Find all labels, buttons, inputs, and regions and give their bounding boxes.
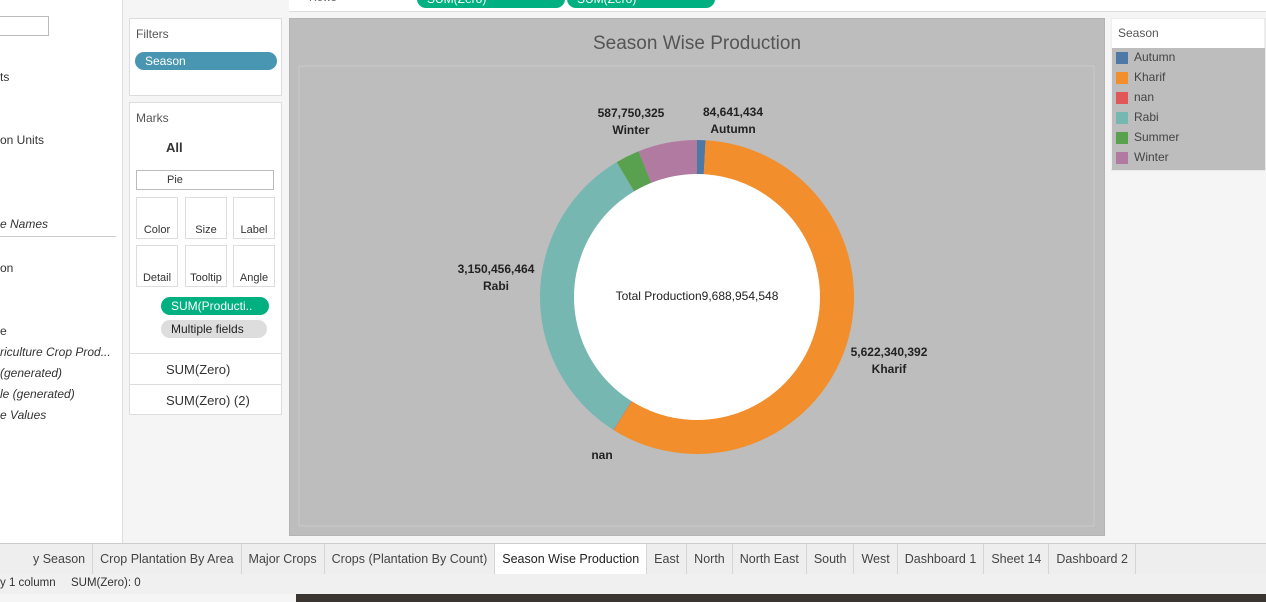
sheet-tab[interactable]: West [854,544,898,575]
legend-swatch [1116,112,1128,124]
field[interactable]: le (generated) [0,387,75,401]
search-box[interactable] [0,16,49,36]
value-label: 84,641,434 [703,105,763,119]
button-label: Angle [239,272,269,284]
legend-swatch [1116,52,1128,64]
button-label: Label [240,224,268,236]
value-label: 3,150,456,464 [458,262,535,276]
sheet-tab[interactable]: Sheet 14 [984,544,1050,575]
marks-all[interactable]: All [166,140,183,155]
sheet-tab[interactable]: South [807,544,855,575]
mark-button[interactable]: Size [185,197,227,239]
sheet-tab[interactable]: Crop Plantation By Area [93,544,242,575]
row-pill[interactable]: SUM(Zero) [567,0,715,8]
data-pane: ts on Units e Names on e riculture Crop … [0,0,123,543]
mark-button[interactable]: Tooltip [185,245,227,287]
mark-button[interactable]: Angle [233,245,275,287]
rows-shelf: Rows SUM(Zero) SUM(Zero) [289,0,1266,12]
field[interactable]: (generated) [0,366,63,380]
field-pill[interactable]: SUM(Producti.. [161,297,269,315]
category-label: Autumn [710,122,755,136]
field-pill[interactable]: Multiple fields [161,320,267,338]
legend: Season Autumn Kharif nan Rabi Summer Winter [1111,18,1266,171]
sheet-tab[interactable]: Season Wise Production [495,544,648,575]
mark-button[interactable]: Color [136,197,178,239]
mark-type[interactable]: Pie [136,170,274,190]
button-label: Size [195,224,217,236]
status-bar: y 1 column SUM(Zero): 0 [0,574,1266,594]
category-label: nan [591,448,612,462]
button-label: Color [143,224,171,236]
sheet-tab[interactable]: Dashboard 2 [1049,544,1136,575]
legend-title: Season [1118,26,1159,40]
sheet-tab[interactable]: East [647,544,688,575]
category-label: Winter [612,123,650,137]
taskbar [296,594,1266,602]
sheet-tab[interactable]: Crops (Plantation By Count) [325,544,496,575]
field[interactable]: e Names [0,217,49,231]
field[interactable]: on Units [0,133,45,147]
value-label: 5,622,340,392 [851,345,928,359]
legend-label: Summer [1134,130,1179,144]
filters-title: Filters [136,27,169,41]
button-label: Detail [142,272,172,284]
sheet-tab[interactable]: y Season [26,544,94,575]
sheet-tab[interactable]: Major Crops [242,544,325,575]
status-text: SUM(Zero): 0 [71,577,141,589]
tab-spacer [0,544,26,575]
filter-pill[interactable]: Season [135,52,277,70]
legend-label: Kharif [1134,70,1166,84]
category-label: Rabi [483,279,509,293]
field[interactable]: e Values [0,408,47,422]
marks-title: Marks [136,111,169,125]
center-label: Total Production9,688,954,548 [616,289,779,303]
legend-label: nan [1134,90,1154,104]
mark-button[interactable]: Label [233,197,275,239]
sheet-tab[interactable]: North [687,544,733,575]
button-label: Tooltip [190,272,222,284]
legend-swatch [1116,152,1128,164]
mark-button[interactable]: Detail [136,245,178,287]
sheet-tab[interactable]: Dashboard 1 [898,544,985,575]
field[interactable]: ts [0,70,10,84]
legend-body [1112,48,1265,170]
status-text: y 1 column [0,577,56,589]
chart-title: Season Wise Production [593,33,801,54]
sheet-tabs: y Season Crop Plantation By Area Major Cro… [0,543,1266,575]
filters-card: Filters Season [129,18,282,96]
layer[interactable]: SUM(Zero) (2) [130,384,281,416]
layer[interactable]: SUM(Zero) [130,353,281,385]
legend-label: Rabi [1134,110,1159,124]
value-label: 587,750,325 [598,106,665,120]
mark-type-label: Pie [167,174,183,186]
rows-label: Rows [309,0,337,4]
category-label: Kharif [872,362,908,376]
row-pill[interactable]: SUM(Zero) [417,0,565,8]
field[interactable]: riculture Crop Prod... [0,345,111,359]
divider [0,236,116,237]
marks-card: Marks All Pie Color Size Label Detail To… [129,102,282,415]
pane-border [298,65,1095,527]
field[interactable]: e [0,324,7,338]
legend-swatch [1116,92,1128,104]
donut-hole [574,174,820,420]
sheet-tab[interactable]: North East [733,544,807,575]
legend-swatch [1116,72,1128,84]
legend-label: Autumn [1134,50,1175,64]
legend-label: Winter [1134,150,1169,164]
legend-swatch [1116,132,1128,144]
chart: Season Wise Production Total Production9… [289,18,1105,536]
field[interactable]: on [0,261,14,275]
